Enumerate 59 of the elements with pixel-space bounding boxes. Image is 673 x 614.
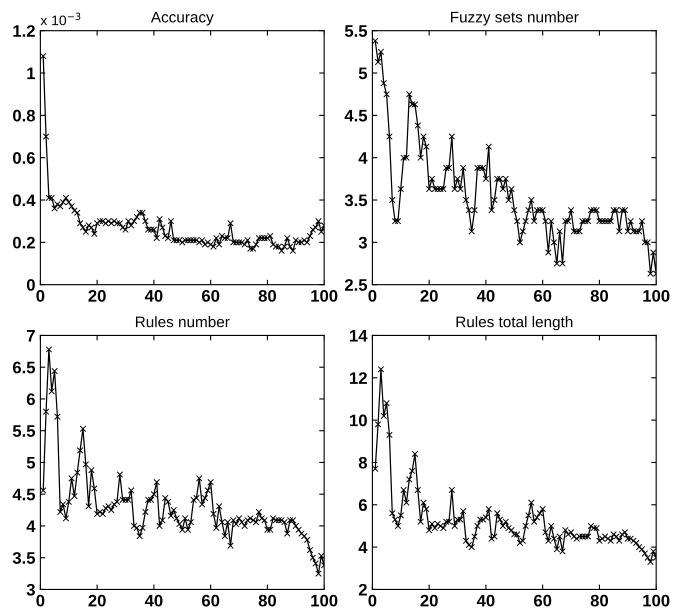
x-tick-label: 60 — [202, 594, 220, 607]
x-tick-label: 20 — [88, 290, 106, 302]
y-tick-label: 12 — [350, 372, 367, 384]
x-tick-label: 20 — [420, 594, 438, 607]
y-tick-label: 10 — [350, 414, 367, 426]
y-tick-label: 3.5 — [344, 194, 368, 206]
y-tick-label: 0.2 — [13, 236, 35, 249]
y-tick-label: 0 — [26, 279, 35, 291]
chart-title: Rules total length — [456, 316, 572, 330]
y-tick-label: 6 — [358, 499, 367, 511]
y-tick-label: 4.5 — [344, 110, 368, 122]
x-tick-label: 60 — [202, 290, 220, 302]
y-tick-label: 1 — [27, 68, 36, 80]
x-tick-label: 20 — [420, 290, 438, 302]
y-tick-label: 4 — [358, 152, 368, 164]
x-tick-label: 0 — [36, 290, 44, 302]
y-tick-label: 0.8 — [13, 110, 36, 122]
x-tick-label: 100 — [311, 290, 338, 302]
y-tick-label: 4.5 — [12, 488, 36, 500]
y-tick-label: 5.5 — [12, 425, 36, 437]
y-tick-label: 0.4 — [13, 194, 36, 206]
y-tick-label: 8 — [358, 456, 368, 469]
x-tick-label: 0 — [368, 290, 376, 302]
x-tick-label: 80 — [258, 594, 276, 607]
x-tick-label: 80 — [590, 594, 608, 607]
x-tick-label: 80 — [258, 290, 276, 302]
y-tick-label: 6.5 — [12, 362, 36, 374]
y-tick-label: 14 — [350, 330, 368, 342]
x-tick-label: 100 — [643, 290, 670, 302]
y-tick-label: 0.6 — [13, 152, 35, 164]
x-tick-label: 100 — [311, 594, 338, 607]
y-tick-label: 2 — [358, 584, 367, 596]
x-tick-label: 60 — [534, 290, 552, 302]
y-tick-label: 1.2 — [13, 25, 35, 37]
x-tick-label: 100 — [643, 594, 670, 607]
x-tick-label: 40 — [144, 594, 162, 607]
chart-title: Rules number — [136, 316, 230, 328]
x-tick-label: 0 — [368, 594, 376, 607]
x-tick-label: 80 — [590, 290, 608, 302]
y-tick-label: 5 — [26, 457, 36, 469]
y-tick-label: 4 — [358, 542, 368, 554]
x-tick-label: 0 — [36, 594, 44, 607]
y-tick-label: 6 — [26, 393, 35, 406]
x-tick-label: 20 — [88, 594, 106, 607]
y-tick-label: 7 — [26, 330, 35, 342]
y-tick-label: 5.5 — [344, 25, 368, 37]
y-tick-label: 3 — [358, 236, 367, 249]
y-tick-label: 2.5 — [344, 279, 368, 291]
x-tick-label: 40 — [476, 290, 494, 302]
x-tick-label: 40 — [476, 594, 494, 607]
x-tick-label: 40 — [144, 290, 162, 302]
chart-title: Accuracy — [150, 12, 214, 26]
chart-title: Fuzzy sets number — [451, 11, 579, 26]
y-tick-label: 3 — [26, 584, 35, 596]
text: x 10$^{−3}$ — [40, 12, 80, 26]
y-tick-label: 3.5 — [12, 552, 36, 564]
y-tick-label: 5 — [358, 68, 368, 80]
y-tick-label: 4 — [26, 520, 36, 532]
x-tick-label: 60 — [534, 594, 552, 607]
